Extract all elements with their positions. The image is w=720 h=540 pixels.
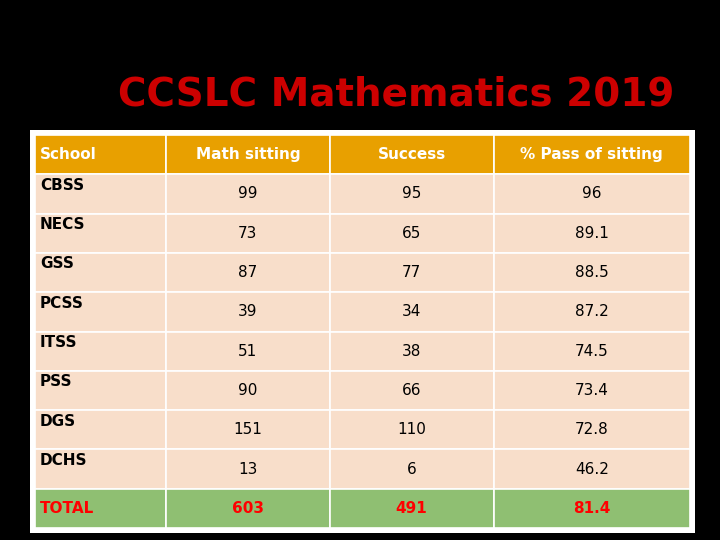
Bar — [493, 371, 690, 410]
Text: 77: 77 — [402, 265, 421, 280]
Text: PSS: PSS — [40, 374, 73, 389]
Text: ITSS: ITSS — [40, 335, 78, 350]
Bar — [330, 332, 493, 371]
Text: 51: 51 — [238, 343, 258, 359]
Bar — [166, 410, 330, 449]
Bar — [35, 253, 166, 292]
Text: Math sitting: Math sitting — [196, 147, 300, 162]
Text: School: School — [40, 147, 96, 162]
Text: 99: 99 — [238, 186, 258, 201]
Text: 603: 603 — [232, 501, 264, 516]
Bar — [330, 214, 493, 253]
Bar — [493, 135, 690, 174]
Text: DGS: DGS — [40, 414, 76, 429]
Text: 491: 491 — [396, 501, 428, 516]
Bar — [35, 332, 166, 371]
Bar — [166, 253, 330, 292]
Bar — [166, 174, 330, 214]
Text: 74.5: 74.5 — [575, 343, 608, 359]
Text: CBSS: CBSS — [40, 178, 84, 193]
Text: Success: Success — [377, 147, 446, 162]
Bar — [35, 214, 166, 253]
Text: 87: 87 — [238, 265, 258, 280]
Bar — [166, 214, 330, 253]
Text: 34: 34 — [402, 305, 421, 319]
Text: TOTAL: TOTAL — [40, 501, 94, 516]
Bar — [35, 489, 166, 528]
Text: 13: 13 — [238, 462, 258, 476]
Text: 95: 95 — [402, 186, 421, 201]
Text: 6: 6 — [407, 462, 416, 476]
Text: 88.5: 88.5 — [575, 265, 608, 280]
Bar — [166, 292, 330, 332]
Bar — [493, 410, 690, 449]
Bar — [35, 174, 166, 214]
Bar — [330, 371, 493, 410]
Text: 151: 151 — [233, 422, 262, 437]
Text: DCHS: DCHS — [40, 453, 88, 468]
Bar — [493, 449, 690, 489]
Text: GSS: GSS — [40, 256, 74, 272]
Text: PCSS: PCSS — [40, 296, 84, 310]
Text: 90: 90 — [238, 383, 258, 398]
Text: 65: 65 — [402, 226, 421, 241]
Bar — [493, 489, 690, 528]
Bar — [493, 292, 690, 332]
Bar — [35, 410, 166, 449]
Text: 96: 96 — [582, 186, 601, 201]
Text: 87.2: 87.2 — [575, 305, 608, 319]
Bar — [330, 449, 493, 489]
Bar — [166, 135, 330, 174]
Text: CCSLC Mathematics 2019: CCSLC Mathematics 2019 — [118, 75, 674, 113]
Bar — [330, 253, 493, 292]
Bar — [493, 253, 690, 292]
Text: 81.4: 81.4 — [573, 501, 611, 516]
Text: 89.1: 89.1 — [575, 226, 608, 241]
Text: 39: 39 — [238, 305, 258, 319]
Bar — [166, 332, 330, 371]
Bar — [166, 371, 330, 410]
Bar — [330, 410, 493, 449]
Bar — [330, 489, 493, 528]
Text: NECS: NECS — [40, 217, 86, 232]
Text: 72.8: 72.8 — [575, 422, 608, 437]
Bar — [493, 174, 690, 214]
Bar — [493, 214, 690, 253]
Text: 110: 110 — [397, 422, 426, 437]
Text: 46.2: 46.2 — [575, 462, 608, 476]
Text: 73.4: 73.4 — [575, 383, 608, 398]
Bar — [35, 292, 166, 332]
Bar — [330, 292, 493, 332]
Bar — [493, 332, 690, 371]
Bar — [35, 135, 166, 174]
Bar — [30, 130, 695, 533]
Text: % Pass of sitting: % Pass of sitting — [521, 147, 663, 162]
Bar — [166, 489, 330, 528]
Bar — [35, 449, 166, 489]
Bar — [330, 174, 493, 214]
Bar — [330, 135, 493, 174]
Bar — [166, 449, 330, 489]
Text: 66: 66 — [402, 383, 421, 398]
Bar — [35, 371, 166, 410]
Text: 73: 73 — [238, 226, 258, 241]
Text: 38: 38 — [402, 343, 421, 359]
